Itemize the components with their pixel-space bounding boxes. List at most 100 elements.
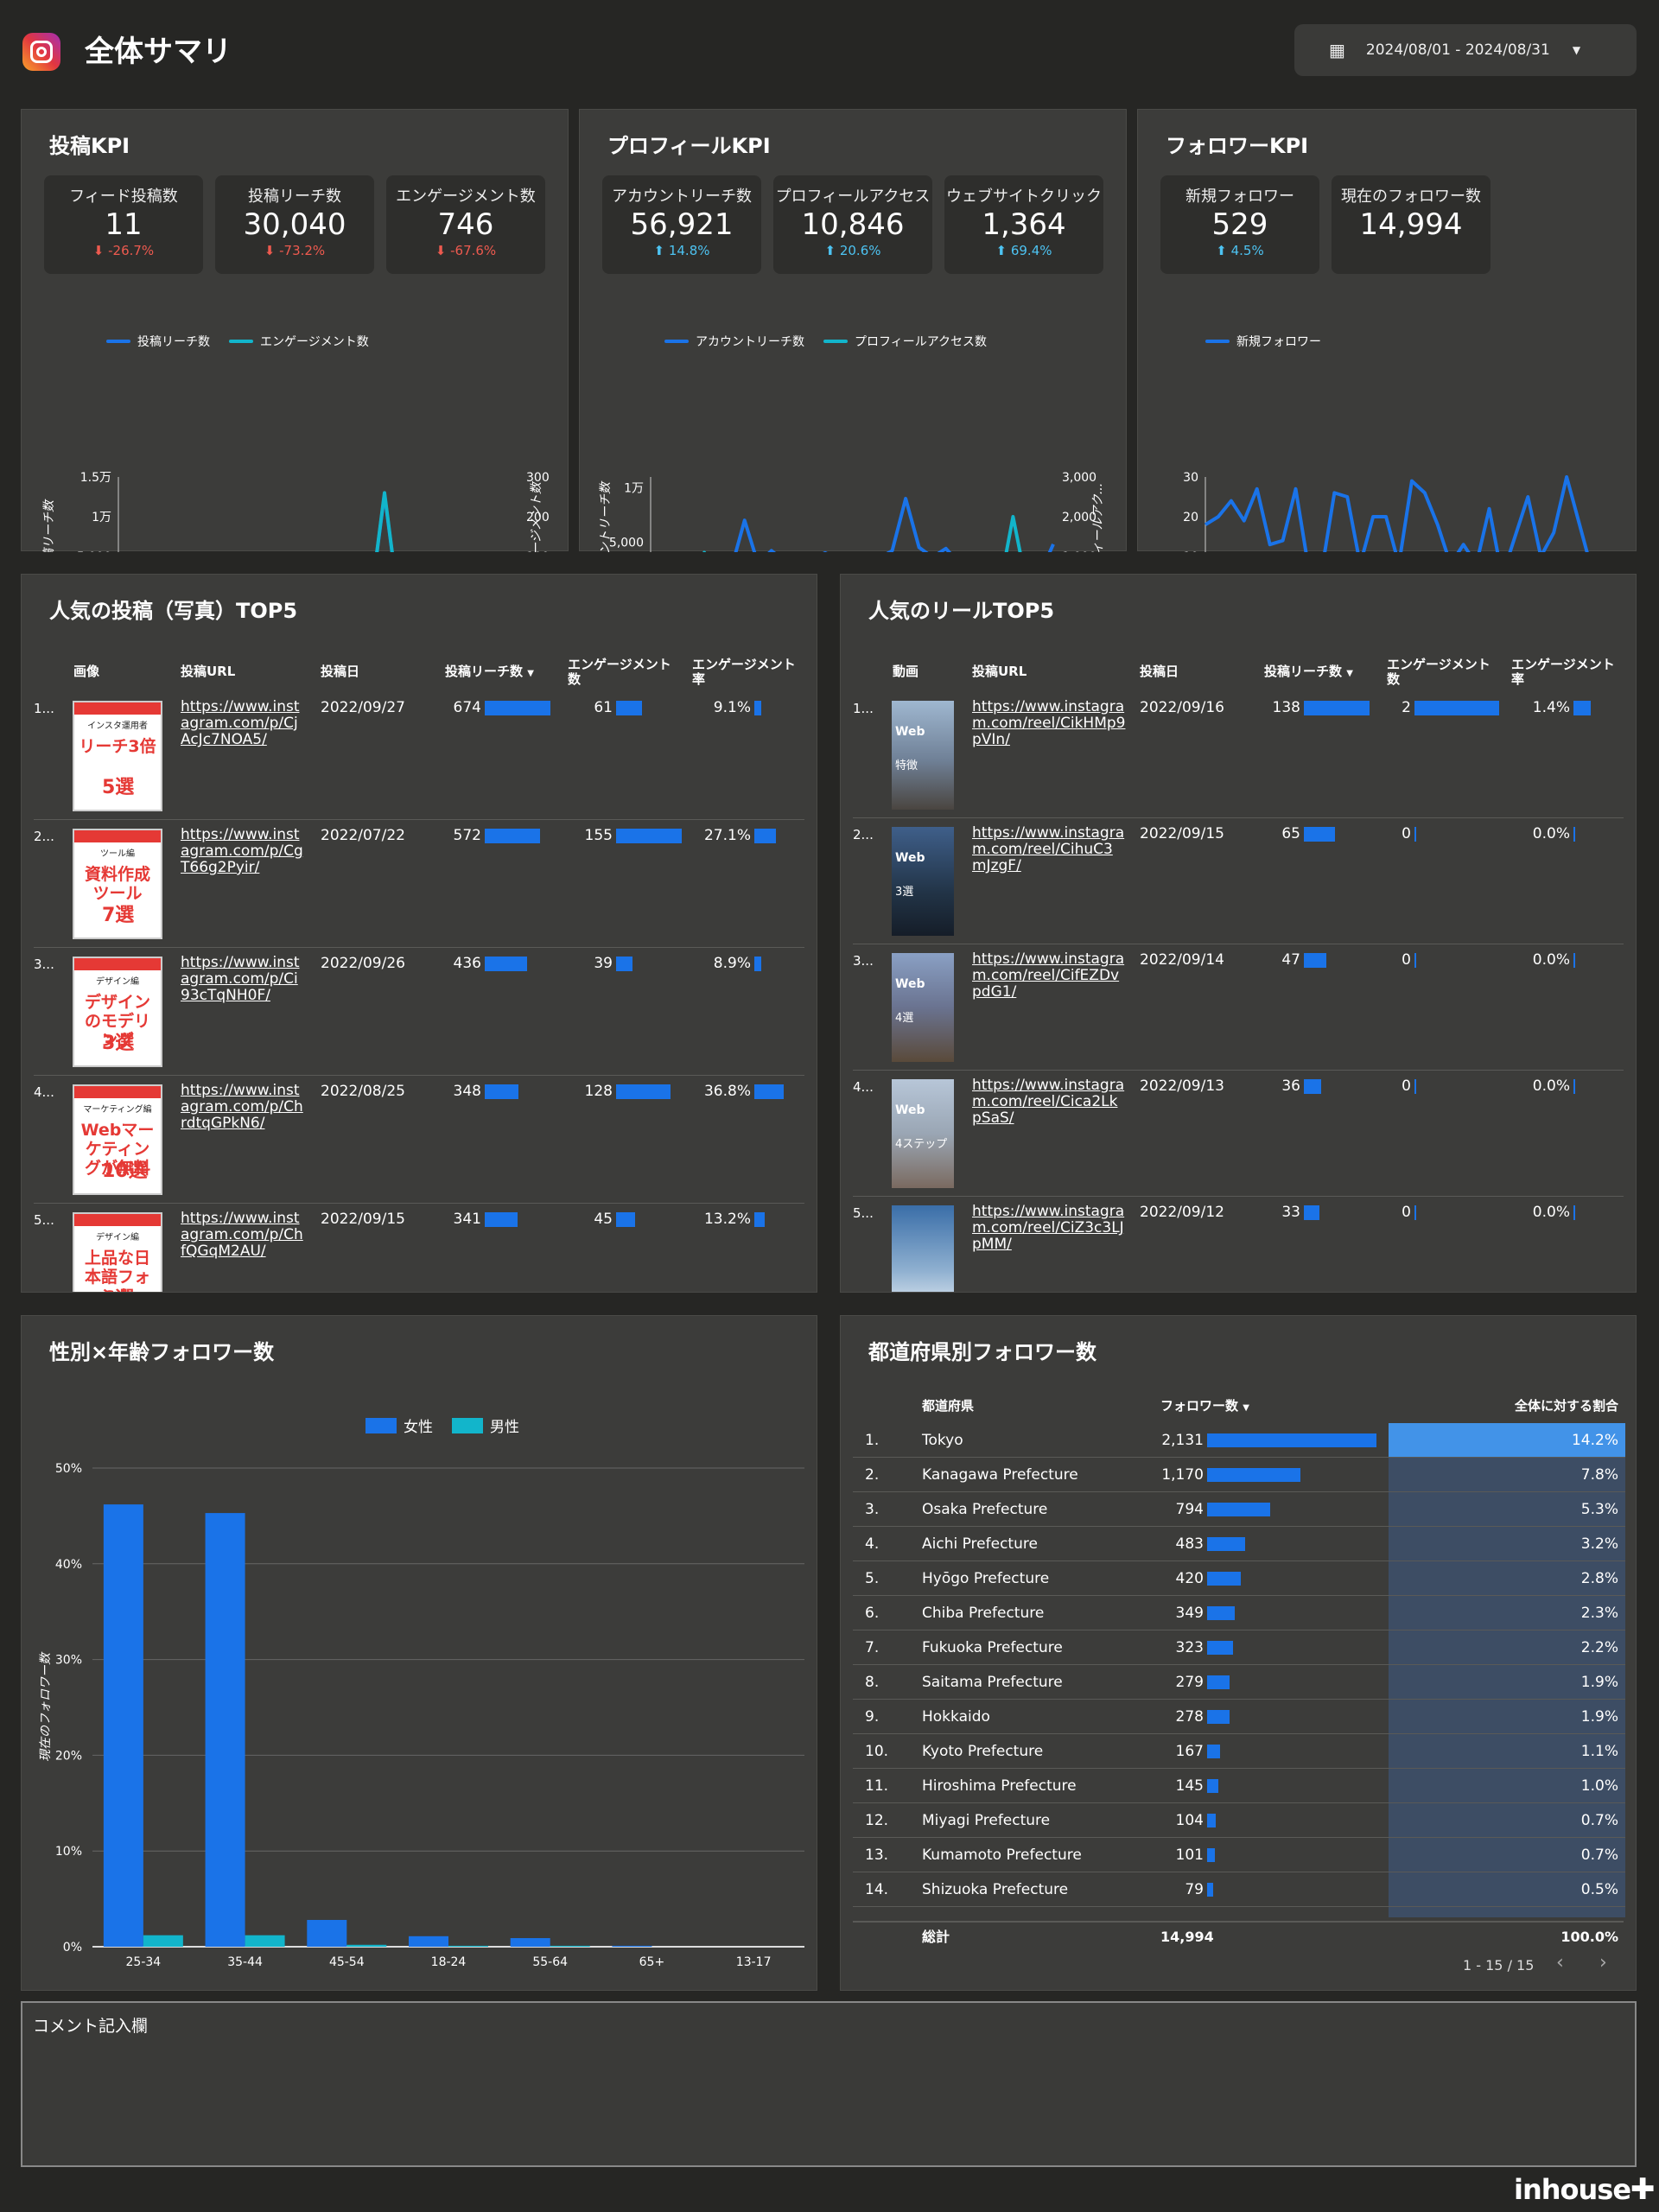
kpi-change-value: -67.6% — [450, 243, 497, 258]
reel-url-link[interactable]: https://www.instagram.com/reel/Cica2LkpS… — [972, 1077, 1125, 1127]
reel-date: 2022/09/14 — [1140, 951, 1224, 969]
rank-cell: 3. — [865, 1501, 880, 1518]
post-url-link[interactable]: https://www.instagram.com/p/Ci93cTqNH0F/ — [181, 954, 300, 1004]
rank-cell: 4... — [853, 1079, 874, 1095]
prev-page-button[interactable]: ‹ — [1556, 1952, 1564, 1974]
post-thumbnail[interactable]: デザイン編 デザインのモデリング 3選 — [73, 957, 162, 1067]
reel-thumbnail[interactable]: Web 4選 — [892, 953, 954, 1062]
post-url-link[interactable]: https://www.instagram.com/p/CjAcJc7NOA5/ — [181, 698, 300, 748]
x-tick-label: 13-17 — [736, 1955, 772, 1969]
pct-value: 0.7% — [1580, 1812, 1618, 1829]
col-header-sort[interactable]: フォロワー数 ▼ — [1160, 1399, 1249, 1415]
post-url-link[interactable]: https://www.instagram.com/p/ChrdtqGPkN6/ — [181, 1082, 303, 1132]
reel-url-link[interactable]: https://www.instagram.com/reel/CifEZDvpd… — [972, 950, 1125, 1001]
reel-url-link[interactable]: https://www.instagram.com/reel/CiZ3c3LJp… — [972, 1203, 1125, 1253]
reel-thumbnail[interactable] — [892, 1205, 954, 1292]
count-bar — [1207, 1814, 1216, 1827]
follower-count: 794 — [1175, 1501, 1204, 1518]
follower-count: 2,131 — [1161, 1432, 1204, 1449]
prefecture-name: Fukuoka Prefecture — [922, 1639, 1063, 1656]
engagement-value: 61 — [594, 699, 613, 716]
rate-value: 0.0% — [1532, 951, 1570, 969]
kpi-change-value: -73.2% — [279, 243, 326, 258]
reel-thumbnail[interactable]: Web 特徴 — [892, 701, 954, 810]
rate-bar — [754, 1084, 784, 1099]
engagement-value: 0 — [1402, 1204, 1411, 1221]
kpi-label: プロフィールアクセス — [775, 188, 931, 206]
kpi-value: 11 — [105, 207, 143, 242]
gender-age-panel: 性別×年齢フォロワー数 女性 男性 0% 10% 20% 30% 40% 50% 現在のフォ… — [21, 1315, 817, 1991]
y-axis-label: 投稿リーチ数 — [42, 499, 56, 552]
count-bar — [1207, 1606, 1235, 1620]
post-thumbnail[interactable]: インスタ運用者 リーチ3倍 5選 — [73, 701, 162, 811]
reach-bar — [485, 701, 550, 715]
follower-kpi-title: フォロワーKPI — [1166, 134, 1309, 158]
reach-value: 674 — [453, 699, 481, 716]
pct-value: 1.9% — [1580, 1674, 1618, 1691]
y-tick-label: 1万 — [624, 482, 644, 496]
table-row: 2... ツール編 資料作成ツール 7選 https://www.instagram.c… — [34, 820, 804, 948]
reach-value: 348 — [453, 1083, 481, 1100]
col-header-sort[interactable]: 投稿リーチ数 ▼ — [445, 664, 534, 681]
table-row: 3... Web 4選 https://www.instagram.com/reel/… — [853, 944, 1624, 1071]
engagement-value: 0 — [1402, 825, 1411, 842]
arrow-down-icon: ⬇ — [435, 243, 451, 258]
post-thumbnail[interactable]: ツール編 資料作成ツール 7選 — [73, 829, 162, 939]
thumb-number: 6選 — [102, 1283, 134, 1292]
table-row: 2... Web 3選 https://www.instagram.com/reel/… — [853, 818, 1624, 944]
table-row: 8. Saitama Prefecture 279 1.9% — [853, 1665, 1625, 1700]
comment-box[interactable]: コメント記入欄 — [21, 2001, 1637, 2167]
post-url-link[interactable]: https://www.instagram.com/p/CgT66g2Pyir/ — [181, 826, 303, 876]
top-reels-panel: 人気のリールTOP5 動画 投稿URL 投稿日 投稿リーチ数 ▼ エンゲージメン… — [840, 574, 1637, 1293]
col-header-sort[interactable]: 投稿リーチ数 ▼ — [1264, 664, 1353, 681]
pct-value: 0.4% — [1581, 1916, 1618, 1917]
prefecture-name: Kumamoto Prefecture — [922, 1847, 1082, 1864]
prefecture-name: Aichi Prefecture — [922, 1535, 1038, 1553]
reel-url-link[interactable]: https://www.instagram.com/reel/CihuC3mJz… — [972, 824, 1125, 874]
kpi-label: 新規フォロワー — [1185, 188, 1294, 206]
rate-bar — [1573, 953, 1575, 968]
rank-cell: 5. — [865, 1570, 880, 1587]
col-header-label: 投稿リーチ数 — [445, 664, 524, 679]
bar-female — [103, 1504, 143, 1947]
col-header: 投稿日 — [1140, 664, 1179, 679]
thumb-caption: インスタ運用者 — [87, 721, 148, 731]
post-url-link[interactable]: https://www.instagram.com/p/ChfQGqM2AU/ — [181, 1210, 303, 1260]
reach-value: 572 — [453, 827, 481, 844]
rank-cell: 5... — [34, 1212, 54, 1228]
thumb-title: 上品な日本語フォント — [84, 1249, 150, 1292]
prefecture-name: Tokyo — [922, 1432, 963, 1449]
reel-thumbnail[interactable]: Web 4ステップ — [892, 1079, 954, 1188]
table-row: 12. Miyagi Prefecture 104 0.7% — [853, 1803, 1625, 1838]
reel-url-link[interactable]: https://www.instagram.com/reel/CikHMp9pV… — [972, 698, 1126, 748]
table-row: 9. Hokkaido 278 1.9% — [853, 1700, 1625, 1734]
reel-thumbnail[interactable]: Web 3選 — [892, 827, 954, 936]
bar-male — [346, 1944, 387, 1947]
rate-bar — [754, 829, 776, 843]
follower-count: 79 — [1185, 1881, 1204, 1898]
y-axis-label: 現在のフォロワー数 — [39, 1651, 53, 1762]
prefecture-name: Miyagi Prefecture — [922, 1812, 1051, 1829]
rank-cell: 14. — [865, 1881, 889, 1898]
y-tick-label: 20% — [55, 1749, 82, 1763]
gender-age-legend: 女性 男性 — [365, 1414, 519, 1436]
engagement-bar — [616, 1084, 671, 1099]
table-row: 14. Shizuoka Prefecture 79 0.5% — [853, 1872, 1625, 1907]
post-thumbnail[interactable]: マーケティング編 Webマーケティングが無料 10選 — [73, 1084, 162, 1195]
table-row: 3... デザイン編 デザインのモデリング 3選 https://www.instagr… — [34, 948, 804, 1076]
reach-bar — [485, 1084, 518, 1099]
col-header: 都道府県 — [922, 1398, 975, 1414]
thumb-banner — [74, 958, 161, 970]
post-thumbnail[interactable]: デザイン編上品な日本語フォント6選 — [73, 1212, 162, 1292]
kpi-card: プロフィールアクセス 10,846 ⬆ 20.6% — [773, 175, 932, 274]
kpi-label: エンゲージメント数 — [396, 188, 536, 206]
bar-male — [448, 1945, 488, 1947]
engagement-bar — [616, 701, 642, 715]
post-date: 2022/09/27 — [321, 699, 405, 716]
follower-kpi-line-chart: 01020308月1日8月6日8月11日8月16日8月21日8月26日8月31日 — [1183, 471, 1589, 552]
date-range-picker[interactable]: ▦ 2024/08/01 - 2024/08/31 ▼ — [1294, 24, 1637, 76]
follower-count: 145 — [1175, 1777, 1204, 1795]
x-tick-label: 35-44 — [227, 1955, 263, 1969]
rank-cell: 2... — [853, 827, 874, 842]
next-page-button[interactable]: › — [1599, 1952, 1607, 1974]
